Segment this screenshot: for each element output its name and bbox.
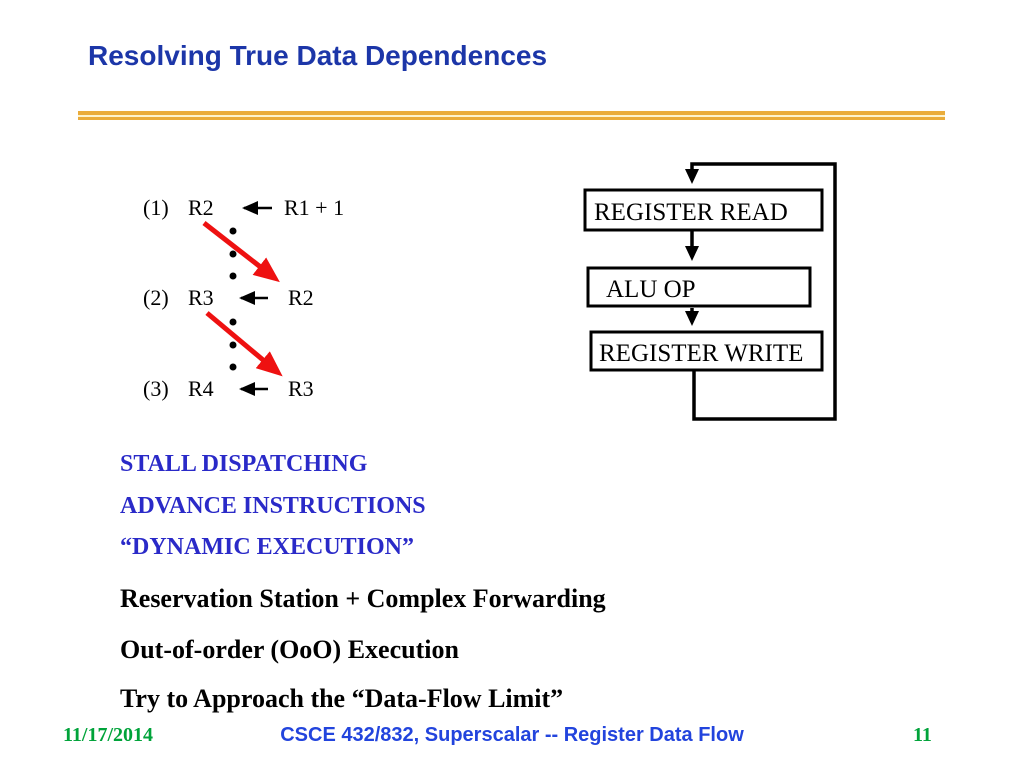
technique-line-reservation: Reservation Station + Complex Forwarding [120, 584, 606, 613]
instr-2-dest: R3 [188, 285, 214, 310]
strategy-line-advance: ADVANCE INSTRUCTIONS [120, 493, 426, 519]
instr-1-number: (1) [143, 195, 169, 220]
strategy-line-dynamic: “DYNAMIC EXECUTION” [120, 534, 415, 560]
footer-date: 11/17/2014 [63, 724, 154, 746]
technique-line-dataflow: Try to Approach the “Data-Flow Limit” [120, 684, 564, 713]
ellipsis-dots [229, 227, 237, 371]
register-write-box [589, 330, 824, 372]
slide-title: Resolving True Data Dependences [88, 40, 548, 71]
title-underline [78, 111, 945, 120]
alu-op-box [586, 266, 812, 308]
register-read-box [583, 188, 824, 232]
instr-2-src: R2 [288, 285, 314, 310]
strategy-line-stall: STALL DISPATCHING [120, 451, 368, 477]
instr-1-src: R1 + 1 [284, 195, 345, 220]
footer-page-number: 11 [913, 724, 932, 746]
instr-3-dest: R4 [188, 376, 214, 401]
footer-course-title: CSCE 432/832, Superscalar -- Register Da… [280, 724, 744, 746]
instr-2-number: (2) [143, 285, 169, 310]
register-read-label: REGISTER READ [594, 199, 788, 226]
instr-3-src: R3 [288, 376, 314, 401]
register-write-label: REGISTER WRITE [599, 340, 803, 367]
technique-line-ooo: Out-of-order (OoO) Execution [120, 635, 459, 664]
instr-1-dest: R2 [188, 195, 214, 220]
pipeline-loop-arrow [685, 162, 837, 421]
dependence-arrow-1-icon [202, 221, 280, 283]
instr-3-number: (3) [143, 376, 169, 401]
dependence-arrow-2-icon [205, 311, 283, 377]
alu-op-label: ALU OP [606, 276, 696, 303]
